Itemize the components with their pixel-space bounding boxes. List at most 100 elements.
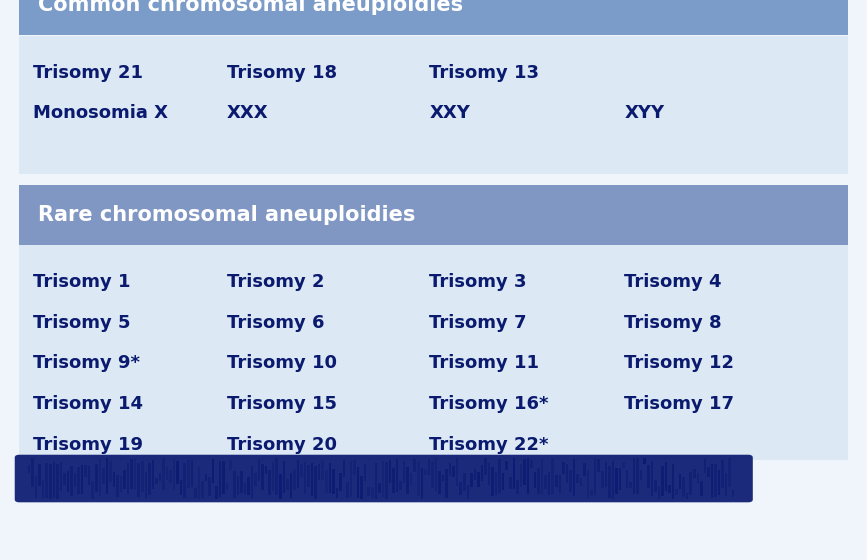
Bar xyxy=(148,463,151,495)
Text: Trisomy 14: Trisomy 14 xyxy=(33,395,143,413)
Bar xyxy=(449,463,452,477)
Text: XXX: XXX xyxy=(227,104,269,122)
Bar xyxy=(74,473,76,487)
Bar xyxy=(728,458,731,487)
Bar xyxy=(339,473,342,491)
Text: Trisomy 15: Trisomy 15 xyxy=(227,395,337,413)
Bar xyxy=(643,458,646,464)
Bar xyxy=(492,467,494,496)
Bar xyxy=(134,458,136,489)
Bar xyxy=(446,469,448,498)
Bar xyxy=(286,479,289,490)
Bar xyxy=(35,477,37,498)
Text: Trisomy 6: Trisomy 6 xyxy=(227,314,324,332)
Bar xyxy=(534,472,537,488)
Bar xyxy=(88,466,90,485)
Bar xyxy=(346,482,349,498)
Bar xyxy=(244,483,246,493)
Bar xyxy=(675,488,678,494)
Bar xyxy=(672,464,675,499)
Bar xyxy=(657,486,660,498)
Bar xyxy=(240,470,243,493)
Bar xyxy=(293,469,296,490)
Bar xyxy=(495,472,498,495)
Bar xyxy=(392,468,394,493)
Text: Trisomy 2: Trisomy 2 xyxy=(227,273,324,291)
Bar xyxy=(233,471,236,498)
Bar xyxy=(212,459,214,483)
Text: Trisomy 1: Trisomy 1 xyxy=(33,273,130,291)
Bar xyxy=(569,470,571,492)
Bar xyxy=(424,469,427,475)
Bar xyxy=(516,479,518,494)
Bar xyxy=(407,467,409,494)
Bar xyxy=(615,468,617,494)
Bar xyxy=(580,478,583,486)
Bar xyxy=(526,458,529,494)
Bar xyxy=(551,459,554,494)
Bar xyxy=(714,464,717,497)
Bar xyxy=(31,458,34,487)
Bar xyxy=(371,487,374,498)
Bar xyxy=(597,459,600,473)
Bar xyxy=(732,490,734,497)
Bar xyxy=(254,473,257,487)
Text: Trisomy 9*: Trisomy 9* xyxy=(33,354,140,372)
Bar xyxy=(385,461,388,500)
Text: Trisomy 3: Trisomy 3 xyxy=(429,273,526,291)
Bar xyxy=(466,485,469,500)
Bar xyxy=(109,461,112,482)
Bar xyxy=(322,460,324,480)
Bar xyxy=(608,466,610,498)
Bar xyxy=(502,473,505,490)
Bar xyxy=(155,478,158,484)
Text: Trisomy 18: Trisomy 18 xyxy=(227,64,337,82)
Text: Trisomy 12: Trisomy 12 xyxy=(624,354,734,372)
Bar xyxy=(95,464,98,492)
Bar xyxy=(300,464,303,477)
Bar xyxy=(67,471,69,492)
Bar xyxy=(573,459,576,496)
Bar xyxy=(460,482,462,495)
Bar xyxy=(205,474,207,481)
Bar xyxy=(611,461,614,499)
Bar xyxy=(276,458,278,494)
Text: Trisomy 19: Trisomy 19 xyxy=(33,436,143,454)
Bar xyxy=(342,460,345,477)
Text: Monosomia X: Monosomia X xyxy=(33,104,168,122)
Bar xyxy=(427,459,430,475)
Bar xyxy=(590,490,593,496)
Bar xyxy=(693,469,695,478)
Text: Trisomy 10: Trisomy 10 xyxy=(227,354,337,372)
Bar xyxy=(619,468,622,489)
Bar xyxy=(594,458,596,494)
Text: Trisomy 5: Trisomy 5 xyxy=(33,314,130,332)
Bar xyxy=(218,461,221,497)
Bar xyxy=(512,458,515,489)
Bar xyxy=(665,463,668,491)
Bar xyxy=(91,480,94,500)
Bar xyxy=(261,464,264,491)
Bar xyxy=(99,459,101,496)
Bar xyxy=(650,461,653,497)
Bar xyxy=(636,459,639,494)
Bar xyxy=(49,464,51,500)
Bar xyxy=(84,465,87,477)
Bar xyxy=(230,460,232,470)
Bar xyxy=(332,469,335,494)
Bar xyxy=(222,461,225,494)
Bar xyxy=(130,459,133,489)
Bar xyxy=(555,475,557,487)
Bar xyxy=(138,464,140,497)
Bar xyxy=(654,479,656,492)
Bar xyxy=(194,488,197,498)
Text: Trisomy 4: Trisomy 4 xyxy=(624,273,721,291)
Bar xyxy=(523,459,525,485)
Bar xyxy=(704,459,707,473)
Bar xyxy=(633,458,636,494)
Bar xyxy=(378,483,381,493)
Bar xyxy=(456,458,459,486)
Bar xyxy=(668,486,671,493)
Bar xyxy=(531,460,533,468)
Bar xyxy=(257,459,260,481)
